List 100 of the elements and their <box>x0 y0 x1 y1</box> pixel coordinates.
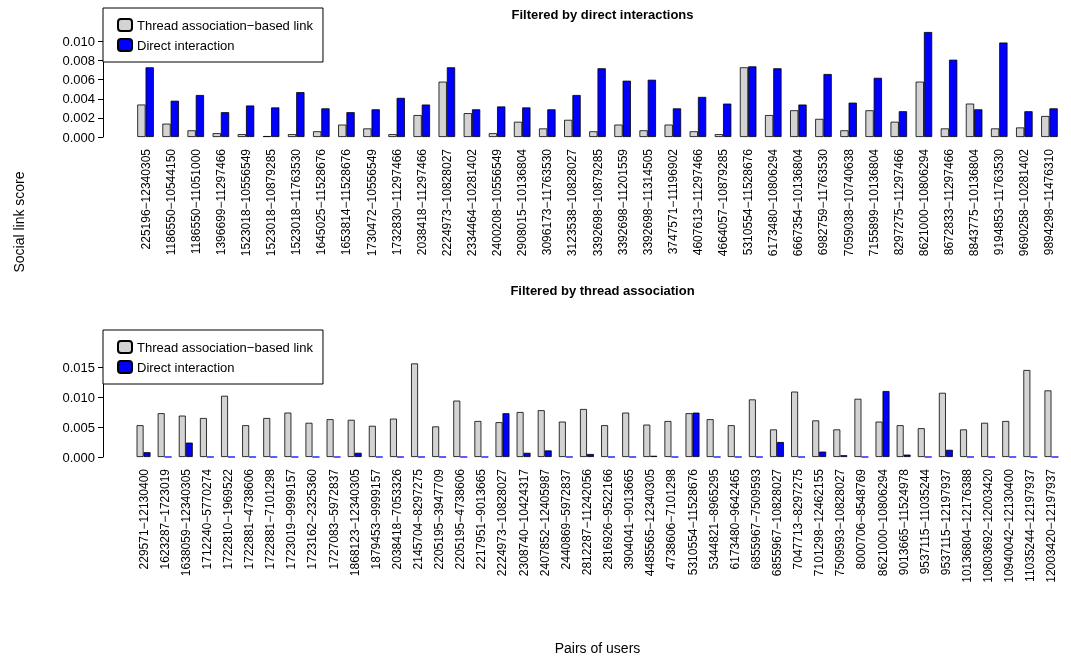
bar <box>242 425 250 457</box>
x-tick-label: 8621000−10806294 <box>916 148 931 257</box>
bar <box>326 419 334 457</box>
x-tick-label: 9690258−10281402 <box>1017 148 1032 257</box>
x-tick-label: 2440869−5972837 <box>558 468 573 570</box>
y-axis-title: Social link score <box>11 171 27 273</box>
x-tick-label: 2038418−7053326 <box>389 468 404 570</box>
x-tick-label: 4738606−7101298 <box>664 468 679 570</box>
x-tick-label: 2812287−11242056 <box>579 468 594 576</box>
x-tick-label: 6855967−7509593 <box>748 468 763 570</box>
x-tick-label: 1645025−11528676 <box>314 148 329 256</box>
x-tick-label: 2400208−10556549 <box>490 148 505 257</box>
x-tick-label: 9194853−11763530 <box>992 148 1007 256</box>
x-tick-label: 1730472−10556549 <box>364 148 379 257</box>
x-tick-label: 9013665−11524978 <box>896 468 911 576</box>
bar <box>474 421 482 457</box>
x-tick-label: 7047713−8297275 <box>791 468 806 570</box>
y-tick-label: 0.006 <box>62 72 95 88</box>
x-tick-label: 11035244−12197937 <box>1023 468 1038 582</box>
y-tick-label: 0.004 <box>62 91 95 107</box>
x-tick-label: 1653814−11528676 <box>339 148 354 256</box>
x-tick-label: 3392698−11314505 <box>640 148 655 256</box>
x-tick-label: 1723162−2325360 <box>305 468 320 570</box>
x-tick-label: 1186550−10544150 <box>163 148 178 256</box>
bar <box>791 391 799 457</box>
x-tick-label: 7059038−10740638 <box>841 148 856 257</box>
bar <box>1002 421 1010 457</box>
y-tick-label: 0.002 <box>62 110 95 126</box>
x-tick-label: 1722810−1969522 <box>221 468 236 570</box>
x-tick-label: 2308740−10424317 <box>516 468 531 577</box>
bar <box>453 400 461 457</box>
x-tick-label: 7509593−10828027 <box>833 468 848 577</box>
x-tick-label: 5310554−11528676 <box>685 468 700 576</box>
x-tick-label: 8000706−8548769 <box>854 468 869 570</box>
x-tick-label: 5344821−8965295 <box>706 468 721 570</box>
bar <box>305 422 313 457</box>
x-tick-label: 1868123−12340305 <box>347 468 362 577</box>
bar <box>1023 370 1031 457</box>
chart-title: Filtered by direct interactions <box>511 7 694 22</box>
y-tick-label: 0.010 <box>62 389 95 405</box>
bar <box>199 418 207 457</box>
x-tick-label: 4664057−10879285 <box>716 148 731 257</box>
x-tick-label: 8672833−11297466 <box>942 148 957 256</box>
legend-label: Thread association−based link <box>137 339 314 355</box>
bar <box>157 413 165 457</box>
x-tick-label: 229571−12130400 <box>136 468 151 570</box>
x-tick-label: 7155899−10136804 <box>866 148 881 257</box>
x-tick-label: 9537115−11035244 <box>917 468 932 575</box>
bar <box>748 399 756 457</box>
legend-label: Direct interaction <box>137 37 235 53</box>
x-tick-label: 1732830−11297466 <box>389 148 404 256</box>
x-tick-label: 2145704−8297275 <box>411 468 426 570</box>
x-tick-label: 2205195−4738606 <box>453 468 468 570</box>
y-tick-label: 0.000 <box>62 449 95 465</box>
y-tick-label: 0.005 <box>62 419 95 435</box>
x-tick-label: 10940042−12130400 <box>1002 468 1017 583</box>
bar <box>622 412 630 457</box>
bar <box>706 419 714 457</box>
x-tick-label: 6667354−10136804 <box>791 148 806 257</box>
bar <box>263 418 271 457</box>
x-tick-label: 6173480−10806294 <box>766 148 781 257</box>
x-tick-label: 9537115−12197937 <box>938 468 953 576</box>
x-tick-label: 3392698−10879285 <box>590 148 605 257</box>
bar <box>558 421 566 457</box>
x-tick-label: 10803692−12003420 <box>981 468 996 583</box>
bar <box>981 422 989 457</box>
y-tick-label: 0.000 <box>62 129 95 145</box>
x-tick-label: 2224973−10828027 <box>439 148 454 257</box>
x-tick-label: 2816926−9522166 <box>601 468 616 570</box>
x-tick-label: 1523018−11763530 <box>289 148 304 256</box>
x-tick-label: 4607613−11297466 <box>690 148 705 256</box>
bar <box>411 363 419 457</box>
x-tick-label: 1712240−5770274 <box>199 468 214 570</box>
x-tick-label: 2908015−10136804 <box>515 148 530 257</box>
x-tick-label: 1396699−11297466 <box>213 148 228 256</box>
y-tick-label: 0.008 <box>62 53 95 69</box>
x-tick-label: 1722881−4738606 <box>242 468 257 570</box>
x-tick-label: 1638059−12340305 <box>178 468 193 577</box>
x-tick-label: 8843775−10136804 <box>967 148 982 257</box>
x-tick-label: 2205195−3947709 <box>432 468 447 570</box>
x-axis-title: Pairs of users <box>554 640 641 656</box>
bar <box>284 412 292 457</box>
x-tick-label: 6855967−10828027 <box>769 468 784 577</box>
bar <box>854 398 862 457</box>
x-tick-label: 1723019−9999157 <box>284 468 299 570</box>
bar <box>601 425 609 457</box>
x-tick-label: 9894298−11476310 <box>1042 148 1057 256</box>
y-tick-label: 0.015 <box>62 359 95 375</box>
x-tick-label: 8297275−11297466 <box>891 148 906 256</box>
x-tick-label: 1722881−7101298 <box>263 468 278 570</box>
legend-label: Thread association−based link <box>137 17 314 33</box>
legend-label: Direct interaction <box>137 359 235 375</box>
x-tick-label: 2224973−10828027 <box>495 468 510 577</box>
x-tick-label: 3123538−10828027 <box>565 148 580 257</box>
x-tick-label: 1623287−1723019 <box>157 468 172 570</box>
x-tick-label: 3904041−9013665 <box>622 468 637 570</box>
x-tick-label: 10136804−12176388 <box>959 468 974 583</box>
bar <box>221 395 229 457</box>
x-tick-label: 6982759−11763530 <box>816 148 831 256</box>
x-tick-label: 1523018−10556549 <box>238 148 253 257</box>
